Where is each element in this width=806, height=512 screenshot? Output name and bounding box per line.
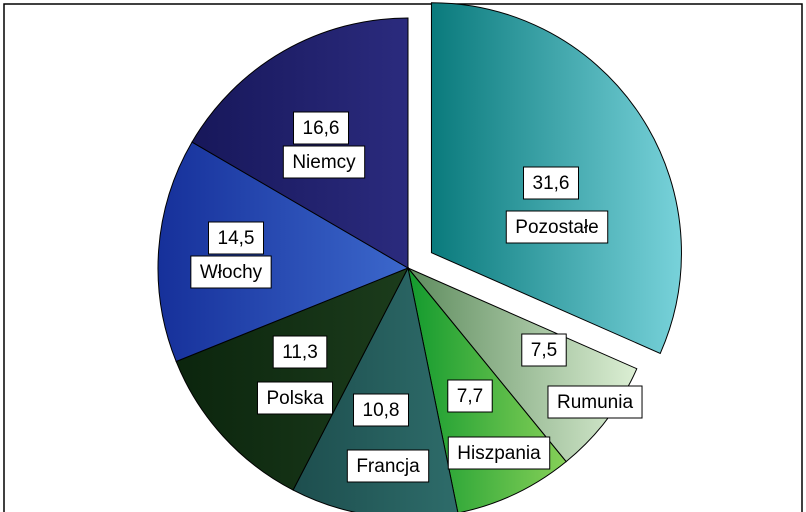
pie-slice [157,141,410,363]
category-label-box: Włochy [190,255,272,289]
data-label: 31,6 [533,173,570,194]
category-label: Niemcy [292,152,356,173]
category-label: Pozostałe [515,217,598,238]
data-label: 7,7 [457,386,483,407]
label-box [523,166,579,200]
category-label-box: Francja [346,449,430,483]
data-label-box: 10,8 [353,393,409,427]
data-label: 14,5 [218,228,255,249]
label-box [208,221,264,255]
label-box [282,145,366,179]
label-box [505,210,609,244]
data-label-box: 31,6 [523,166,579,200]
data-label-box: 7,7 [447,379,493,413]
category-label-box: Rumunia [547,385,643,419]
data-label-box: 16,6 [293,111,349,145]
category-label-box: Polska [256,381,334,415]
category-label-box: Hiszpania [447,436,551,470]
category-label: Włochy [200,262,263,283]
label-box [353,393,409,427]
data-label-box: 11,3 [272,335,328,369]
data-label-box: 14,5 [208,221,264,255]
label-box [521,333,567,367]
label-box [293,111,349,145]
data-label: 16,6 [303,118,340,139]
label-box [447,379,493,413]
label-box [346,449,430,483]
data-label: 7,5 [531,340,557,361]
category-label-box: Pozostałe [505,210,609,244]
data-label-box: 7,5 [521,333,567,367]
category-label: Rumunia [557,392,633,413]
category-label: Hiszpania [457,443,541,464]
label-box [447,436,551,470]
data-label: 11,3 [282,342,318,363]
category-label: Polska [266,388,323,409]
label-box [272,335,328,369]
category-label-box: Niemcy [282,145,366,179]
data-label: 10,8 [363,400,400,421]
label-box [256,381,334,415]
pie-slice [175,267,410,491]
label-box [547,385,643,419]
category-label: Francja [356,456,420,477]
label-box [190,255,272,289]
